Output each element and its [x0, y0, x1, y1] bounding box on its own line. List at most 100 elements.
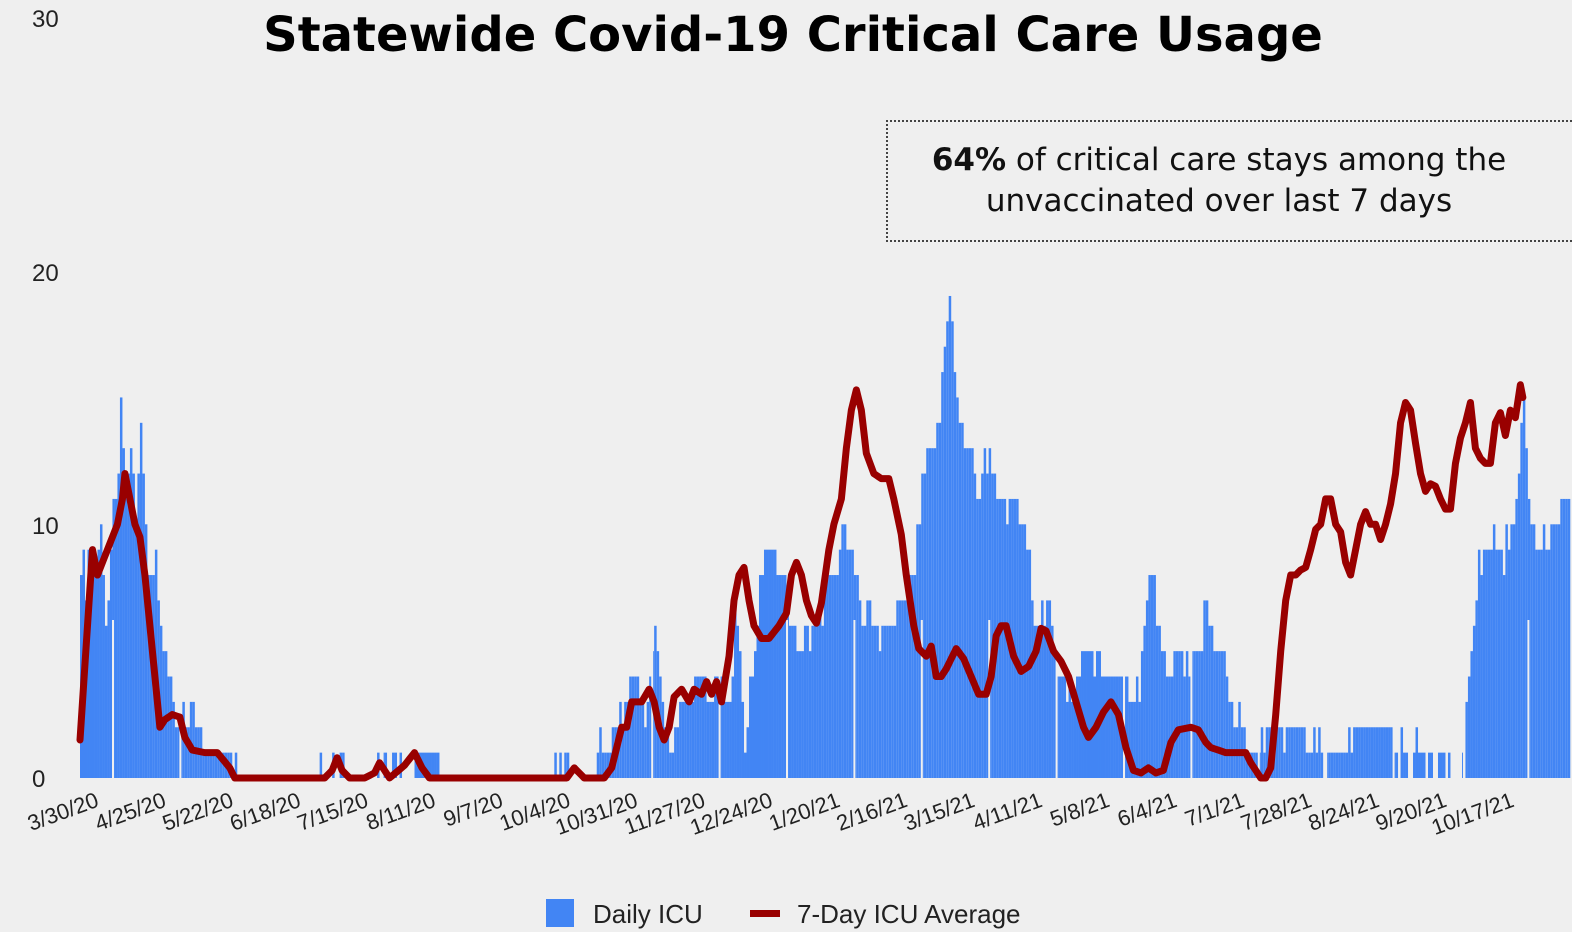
daily-icu-bar	[1135, 676, 1139, 778]
daily-icu-bar	[1198, 651, 1201, 778]
daily-icu-bar	[1143, 625, 1146, 778]
daily-icu-bar	[1437, 752, 1441, 778]
daily-icu-bar	[1330, 752, 1334, 778]
daily-icu-bar	[1133, 701, 1136, 778]
daily-icu-bar	[881, 625, 884, 778]
daily-icu-bar	[124, 473, 128, 778]
daily-icu-bar	[1470, 651, 1473, 778]
daily-icu-bar	[1480, 575, 1483, 778]
daily-icu-bar	[1465, 701, 1468, 778]
daily-icu-bar	[1160, 651, 1164, 778]
daily-icu-bar	[1115, 676, 1119, 778]
daily-icu-bar	[936, 422, 939, 778]
daily-icu-bar	[89, 549, 93, 778]
daily-icu-bar	[1413, 752, 1416, 778]
daily-icu-bar	[1545, 549, 1548, 778]
daily-icu-bar	[1378, 727, 1381, 778]
daily-icu-bar	[104, 625, 108, 778]
daily-icu-bar	[871, 625, 874, 778]
x-tick-label: 8/11/20	[363, 787, 439, 835]
daily-icu-bar	[1170, 676, 1174, 778]
daily-icu-bar	[1283, 752, 1286, 778]
daily-icu-bar	[689, 701, 692, 778]
daily-icu-bar	[1203, 600, 1206, 778]
daily-icu-bar	[781, 575, 784, 778]
daily-icu-bar	[988, 448, 992, 778]
daily-icu-bar	[938, 422, 942, 778]
daily-icu-bar	[634, 676, 637, 778]
x-tick-label: 5/8/21	[1047, 787, 1113, 831]
daily-icu-bar	[1048, 600, 1052, 778]
daily-icu-bar	[127, 473, 130, 778]
x-tick-label: 5/22/20	[159, 787, 237, 836]
daily-icu-bar	[976, 498, 979, 778]
daily-icu-bar	[1165, 676, 1169, 778]
daily-icu-bar	[886, 625, 889, 778]
daily-icu-bar	[906, 600, 909, 778]
daily-icu-bar	[1058, 676, 1062, 778]
daily-icu-bar	[1185, 651, 1189, 778]
daily-icu-bar	[1355, 727, 1359, 778]
daily-icu-bar	[1163, 651, 1166, 778]
daily-icu-bar	[951, 321, 954, 778]
daily-icu-bar	[1100, 676, 1104, 778]
daily-icu-bar	[1095, 651, 1099, 778]
daily-icu-bar	[1300, 727, 1304, 778]
daily-icu-bar	[1388, 727, 1391, 778]
daily-icu-bar	[808, 651, 812, 778]
daily-icu-bar	[189, 701, 193, 778]
daily-icu-bar	[843, 524, 847, 778]
daily-icu-bar	[1492, 524, 1496, 778]
daily-icu-bar	[676, 727, 680, 778]
daily-icu-bar	[1487, 549, 1491, 778]
daily-icu-bar	[983, 448, 987, 778]
daily-icu-bar	[636, 676, 640, 778]
daily-icu-bar	[1385, 727, 1389, 778]
daily-icu-bar	[621, 727, 625, 778]
daily-icu-bar	[1497, 549, 1501, 778]
daily-icu-bar	[1530, 524, 1533, 778]
daily-icu-bar	[172, 701, 175, 778]
daily-icu-bar	[793, 625, 797, 778]
daily-icu-bar	[97, 549, 100, 778]
daily-icu-bar	[1168, 676, 1171, 778]
daily-icu-bar	[741, 701, 745, 778]
daily-icu-bar	[1046, 600, 1049, 778]
daily-icu-bar	[1315, 752, 1319, 778]
daily-icu-bar	[1205, 600, 1209, 778]
daily-icu-bar	[1073, 701, 1077, 778]
daily-icu-bar	[1482, 549, 1486, 778]
daily-icu-bar	[1467, 676, 1471, 778]
daily-icu-bar	[1380, 727, 1384, 778]
daily-icu-bar	[1178, 651, 1181, 778]
legend-label-seven-day-average: 7-Day ICU Average	[797, 899, 1021, 929]
daily-icu-bar	[1515, 498, 1518, 778]
daily-icu-bar	[601, 752, 605, 778]
daily-icu-bar	[866, 600, 869, 778]
daily-icu-bar	[1343, 752, 1346, 778]
daily-icu-bar	[1400, 727, 1404, 778]
daily-icu-bar	[1557, 524, 1561, 778]
daily-icu-bar	[1547, 549, 1551, 778]
daily-icu-bar	[761, 575, 764, 778]
daily-icu-bar	[664, 727, 667, 778]
annotation-line-2: unvaccinated over last 7 days	[985, 183, 1453, 219]
daily-icu-bar	[1373, 727, 1376, 778]
daily-icu-bar	[1415, 727, 1419, 778]
daily-icu-bar	[714, 676, 717, 778]
daily-icu-bar	[1041, 600, 1044, 778]
daily-icu-bar	[159, 625, 163, 778]
daily-icu-bar	[956, 397, 959, 778]
daily-icu-bar	[1086, 651, 1089, 778]
daily-icu-bar	[1490, 549, 1493, 778]
daily-icu-bar	[629, 676, 632, 778]
daily-icu-bar	[931, 448, 934, 778]
daily-icu-bar	[1108, 676, 1111, 778]
daily-icu-bar	[1567, 498, 1571, 778]
daily-icu-bar	[319, 752, 323, 778]
daily-icu-bar	[554, 752, 557, 778]
daily-icu-bar	[1350, 752, 1354, 778]
daily-icu-bar	[691, 701, 695, 778]
daily-icu-bar	[162, 651, 165, 778]
daily-icu-bar	[1353, 727, 1356, 778]
